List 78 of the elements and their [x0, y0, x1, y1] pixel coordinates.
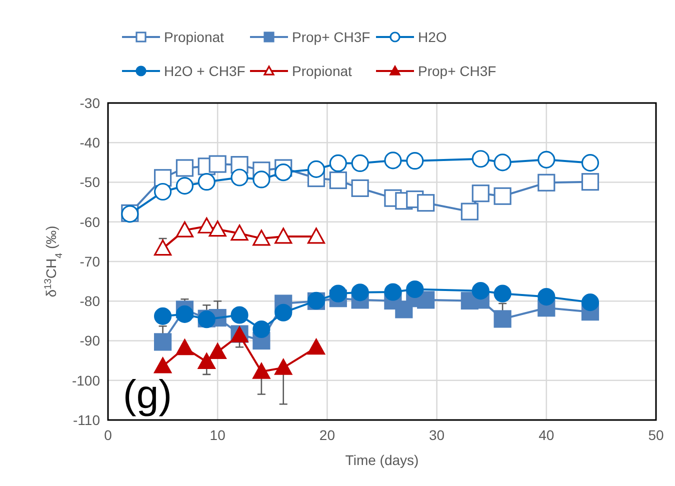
point: [198, 352, 216, 369]
x-tick-label: 30: [429, 427, 445, 443]
point: [384, 283, 402, 301]
point: [538, 150, 556, 168]
x-tick-label: 10: [210, 427, 226, 443]
point: [307, 160, 326, 178]
point: [494, 154, 512, 172]
point: [406, 152, 424, 170]
point: [581, 294, 600, 312]
y-tick-label: -60: [80, 214, 100, 230]
point: [274, 164, 292, 182]
point: [406, 280, 424, 298]
point: [176, 221, 194, 238]
point: [460, 202, 478, 220]
x-tick-label: 0: [104, 427, 112, 443]
point: [329, 171, 347, 190]
x-axis-title: Time (days): [345, 452, 419, 468]
y-tick-label: -90: [80, 332, 100, 349]
point: [176, 177, 194, 195]
point: [494, 187, 512, 205]
point: [230, 306, 248, 324]
point: [274, 228, 292, 244]
point: [538, 174, 556, 192]
point: [384, 152, 402, 170]
legend-label: H2O + CH3F: [164, 62, 246, 79]
y-tick-label: -110: [73, 412, 100, 428]
point: [176, 305, 194, 323]
point: [581, 173, 600, 191]
y-tick-label: -40: [80, 134, 100, 151]
point: [208, 220, 226, 237]
point: [230, 168, 248, 186]
point: [307, 338, 326, 355]
x-tick-label: 50: [648, 427, 664, 443]
y-tick-label: -30: [80, 94, 100, 111]
point: [198, 173, 216, 191]
point: [307, 228, 326, 244]
point: [351, 179, 369, 197]
point: [252, 170, 270, 188]
point: [154, 182, 172, 201]
legend-label: Propionat: [292, 62, 352, 79]
point: [417, 291, 435, 309]
point: [154, 307, 172, 325]
legend-label: H2O: [418, 28, 447, 45]
point: [417, 194, 435, 212]
legend-label: Propionat: [164, 28, 224, 45]
legend-label: Prop+ CH3F: [292, 28, 370, 45]
x-tick-label: 20: [319, 427, 336, 443]
point: [538, 288, 556, 306]
point: [154, 333, 172, 351]
point: [154, 357, 172, 374]
legend-label: Prop+ CH3F: [418, 62, 496, 79]
point: [329, 154, 347, 172]
point: [274, 358, 292, 375]
point: [472, 184, 490, 202]
point: [208, 155, 226, 173]
point: [274, 304, 292, 322]
point: [351, 154, 369, 172]
x-tick-label: 40: [538, 427, 554, 443]
point: [176, 339, 194, 356]
point: [208, 343, 226, 360]
point: [252, 320, 270, 338]
point: [472, 282, 490, 300]
y-tick-label: -70: [80, 253, 100, 270]
point: [252, 230, 270, 246]
point: [581, 154, 600, 172]
point: [230, 224, 248, 241]
annotation: (g): [123, 373, 172, 417]
point: [472, 150, 490, 168]
point: [252, 362, 270, 379]
y-tick-label: -80: [80, 293, 100, 310]
point: [351, 284, 369, 302]
point: [176, 159, 194, 177]
y-tick-label: -50: [80, 174, 100, 190]
point: [329, 284, 347, 302]
point: [494, 284, 512, 302]
y-tick-label: -100: [72, 372, 100, 388]
point: [494, 310, 512, 328]
point: [154, 240, 172, 256]
